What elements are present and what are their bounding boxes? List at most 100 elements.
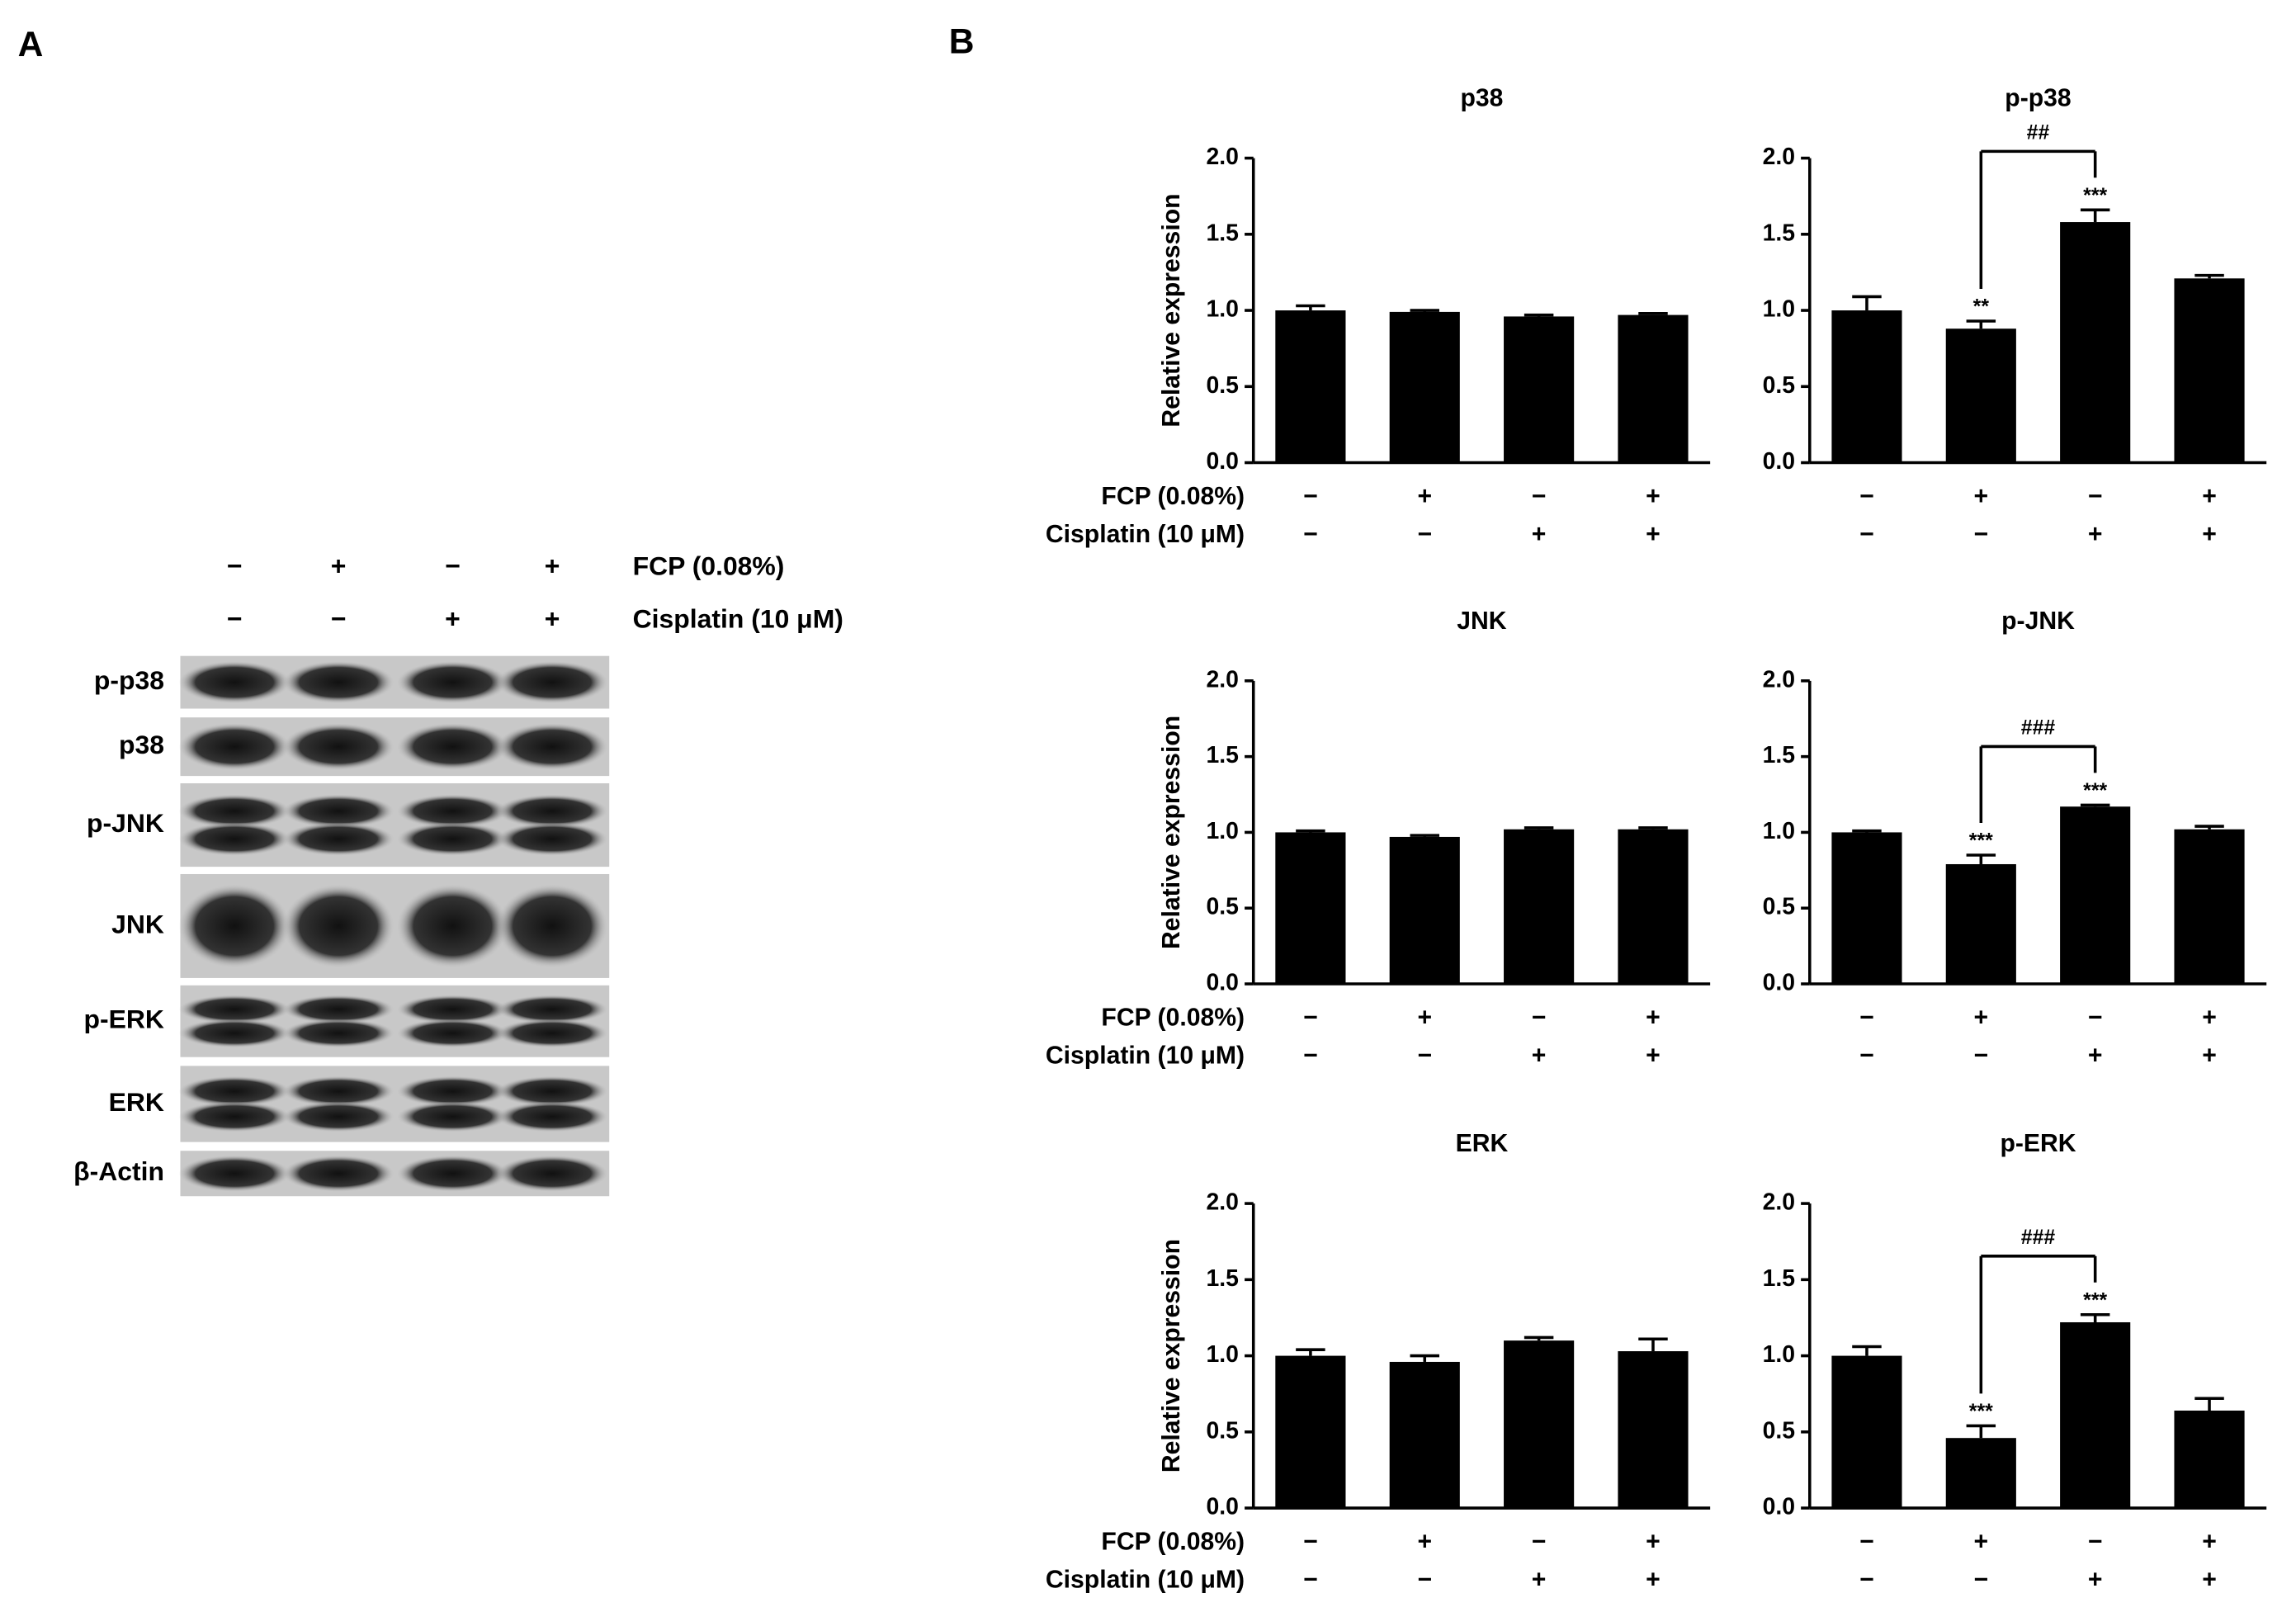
treatment-sign: − bbox=[2088, 1005, 2103, 1032]
treatment-label: Cisplatin (10 μM) bbox=[1046, 521, 1245, 548]
blot-band bbox=[397, 723, 508, 771]
blot-band bbox=[178, 822, 291, 856]
treatment-sign: − bbox=[1303, 1567, 1318, 1594]
treatment-sign: − bbox=[1859, 483, 1874, 510]
treatment-sign: + bbox=[1974, 483, 1989, 510]
blot-band bbox=[178, 723, 291, 771]
treatment-label: Cisplatin (10 μM) bbox=[1046, 1567, 1245, 1594]
y-tick-label: 1.5 bbox=[1763, 742, 1795, 768]
treatment-sign: − bbox=[1532, 1529, 1547, 1556]
treatment-sign: + bbox=[2202, 1042, 2217, 1070]
lane-sign: − bbox=[227, 551, 243, 581]
treatment-sign: + bbox=[2202, 1529, 2217, 1556]
blot-band bbox=[496, 822, 608, 856]
bar bbox=[1504, 829, 1575, 985]
bar bbox=[1275, 832, 1346, 985]
treatment-sign: + bbox=[2202, 521, 2217, 548]
bracket-label: ## bbox=[2027, 122, 2050, 144]
treatment-sign: + bbox=[1417, 1529, 1432, 1556]
lane-sign: − bbox=[331, 604, 347, 634]
blot-band bbox=[496, 1155, 608, 1192]
bar bbox=[1389, 836, 1460, 985]
lane-sign: − bbox=[227, 604, 243, 634]
y-tick-label: 0.0 bbox=[1763, 448, 1795, 475]
blot-band bbox=[397, 1155, 508, 1192]
chart-title: p-ERK bbox=[2000, 1130, 2076, 1157]
treatment-sign: + bbox=[1646, 1567, 1661, 1594]
bar bbox=[1618, 1351, 1689, 1509]
bar bbox=[1831, 310, 1902, 463]
blot-band bbox=[397, 884, 508, 968]
y-tick-label: 1.5 bbox=[1207, 220, 1239, 246]
bar bbox=[1945, 1438, 2016, 1509]
treatment-sign: + bbox=[1646, 521, 1661, 548]
y-axis-label: Relative expression bbox=[1158, 1239, 1185, 1473]
treatment-sign: + bbox=[2202, 1567, 2217, 1594]
y-tick-label: 2.0 bbox=[1763, 144, 1795, 170]
chart-title: p38 bbox=[1460, 85, 1503, 112]
y-tick-label: 0.0 bbox=[1207, 448, 1239, 475]
bar bbox=[2174, 278, 2245, 463]
blot-band bbox=[282, 661, 394, 704]
treatment-sign: + bbox=[1417, 1005, 1432, 1032]
chart-title: JNK bbox=[1457, 607, 1507, 635]
y-tick-label: 0.5 bbox=[1763, 372, 1795, 399]
blot-band bbox=[496, 661, 608, 704]
y-tick-label: 1.0 bbox=[1207, 296, 1239, 323]
y-tick-label: 0.5 bbox=[1207, 372, 1239, 399]
blot-band bbox=[282, 723, 394, 771]
y-tick-label: 1.5 bbox=[1207, 742, 1239, 768]
y-tick-label: 0.0 bbox=[1763, 970, 1795, 996]
y-tick-label: 2.0 bbox=[1207, 666, 1239, 693]
blot-row-label: p-ERK bbox=[83, 1005, 163, 1034]
y-tick-label: 1.5 bbox=[1207, 1265, 1239, 1292]
treatment-sign: − bbox=[1532, 483, 1547, 510]
blot-band bbox=[282, 1155, 394, 1192]
bar bbox=[1945, 329, 2016, 463]
bar bbox=[1389, 311, 1460, 463]
treatment-label: Cisplatin (10 μM) bbox=[1046, 1042, 1245, 1070]
treatment-label: FCP (0.08%) bbox=[1101, 483, 1245, 510]
bar bbox=[1831, 832, 1902, 985]
y-tick-label: 0.0 bbox=[1207, 970, 1239, 996]
blot-row-label: p-JNK bbox=[87, 808, 164, 838]
treatment-sign: + bbox=[1646, 1042, 1661, 1070]
lane-sign: + bbox=[445, 604, 461, 634]
treatment-sign: − bbox=[1417, 1042, 1432, 1070]
bracket-label: ### bbox=[2021, 1227, 2056, 1249]
blot-band bbox=[397, 995, 508, 1024]
treatment-sign: − bbox=[2088, 1529, 2103, 1556]
chart-title: p-p38 bbox=[2005, 85, 2071, 112]
blot-band bbox=[496, 1019, 608, 1048]
blot-band bbox=[397, 1019, 508, 1048]
bar bbox=[2174, 1410, 2245, 1509]
bar bbox=[1618, 314, 1689, 463]
y-tick-label: 0.5 bbox=[1763, 1417, 1795, 1444]
y-tick-label: 2.0 bbox=[1763, 1189, 1795, 1216]
significance-label: *** bbox=[1969, 1401, 1993, 1423]
treatment-sign: + bbox=[2088, 1567, 2103, 1594]
blot-band bbox=[178, 794, 291, 828]
treatment-sign: + bbox=[2088, 1042, 2103, 1070]
y-tick-label: 2.0 bbox=[1763, 666, 1795, 693]
bar bbox=[1831, 1355, 1902, 1509]
treatment-sign: − bbox=[1859, 1567, 1874, 1594]
treatment-sign: + bbox=[1646, 1529, 1661, 1556]
lane-sign: + bbox=[331, 551, 347, 581]
treatment-sign: − bbox=[1859, 1042, 1874, 1070]
bar bbox=[1504, 1340, 1575, 1509]
chart-title: p-JNK bbox=[2001, 607, 2075, 635]
y-tick-label: 1.0 bbox=[1763, 1341, 1795, 1368]
blot-band bbox=[496, 1101, 608, 1132]
blot-band bbox=[496, 1075, 608, 1107]
treatment-sign: − bbox=[1303, 483, 1318, 510]
blot-row-label: p38 bbox=[119, 730, 164, 759]
y-tick-label: 0.5 bbox=[1763, 894, 1795, 920]
blot-band bbox=[496, 884, 608, 968]
panel-label: A bbox=[18, 25, 44, 64]
lane-sign: − bbox=[445, 551, 461, 581]
significance-label: *** bbox=[1969, 830, 1993, 853]
y-tick-label: 1.5 bbox=[1763, 1265, 1795, 1292]
treatment-label: FCP (0.08%) bbox=[1101, 1529, 1245, 1556]
